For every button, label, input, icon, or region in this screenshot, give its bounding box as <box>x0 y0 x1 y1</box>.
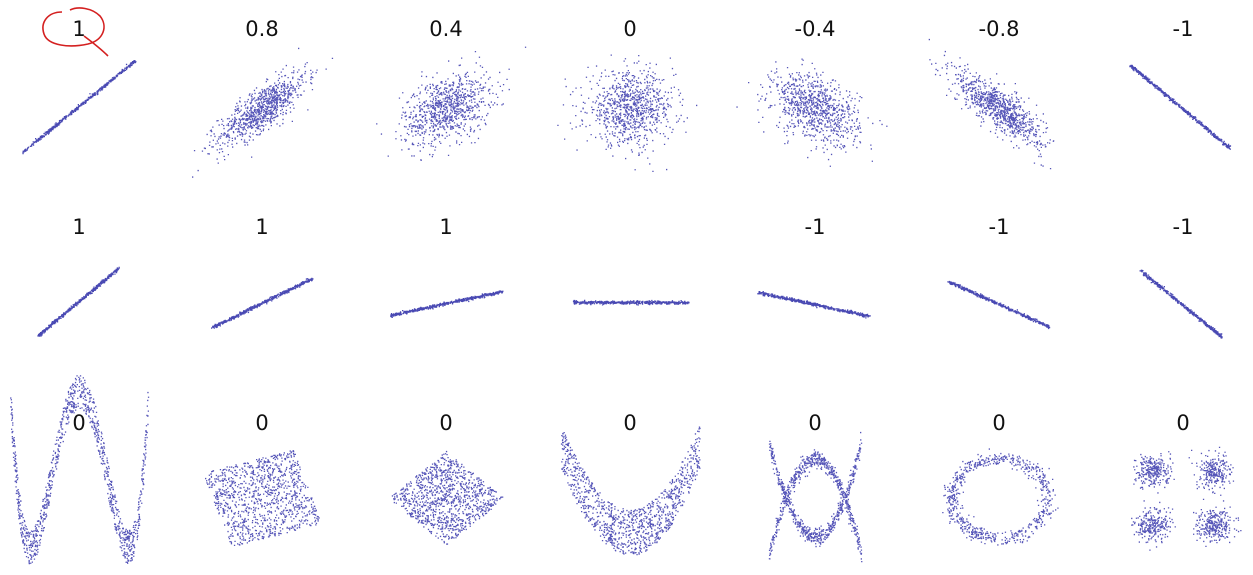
correlation-label: 0 <box>255 411 268 435</box>
correlation-label: 0 <box>72 411 85 435</box>
scatter-cloud <box>928 38 1055 170</box>
correlation-label: 0.4 <box>429 17 462 41</box>
scatter-cloud <box>376 46 527 161</box>
scatter-cloud <box>205 450 320 546</box>
correlation-label: -0.4 <box>795 17 836 41</box>
scatter-cloud <box>942 448 1059 546</box>
scatter-cloud <box>560 426 701 556</box>
correlation-label: 0 <box>808 411 821 435</box>
scatter-cloud <box>1131 446 1242 551</box>
scatter-line <box>572 299 690 306</box>
scatter-cloud <box>736 58 888 167</box>
correlation-label: 1 <box>255 215 268 239</box>
scatter-cloud <box>391 450 504 545</box>
correlation-label: 0 <box>1176 411 1189 435</box>
correlation-label: 1 <box>72 215 85 239</box>
scatter-line <box>211 277 314 329</box>
correlation-label: -0.8 <box>979 17 1020 41</box>
correlation-label: 0.8 <box>245 17 278 41</box>
scatter-cloud <box>557 54 698 172</box>
scatter-line <box>1139 269 1223 339</box>
scatter-line <box>22 60 137 155</box>
correlation-label: -1 <box>1173 215 1194 239</box>
correlation-label: -1 <box>805 215 826 239</box>
scatter-cloud <box>192 47 334 178</box>
scatter-line <box>390 290 504 318</box>
correlation-label: 0 <box>439 411 452 435</box>
scatter-cloud <box>10 375 150 565</box>
correlation-label: 0 <box>623 411 636 435</box>
correlation-label: 1 <box>72 17 85 41</box>
scatter-line <box>37 266 120 337</box>
scatter-cloud <box>768 431 863 563</box>
correlation-label: -1 <box>989 215 1010 239</box>
correlation-label: -1 <box>1173 17 1194 41</box>
correlation-label: 0 <box>992 411 1005 435</box>
scatter-line <box>947 280 1051 330</box>
scatter-line <box>757 291 871 319</box>
annotation-circle <box>42 7 109 57</box>
correlation-label: 1 <box>439 215 452 239</box>
scatter-line <box>1129 64 1232 150</box>
correlation-label: 0 <box>623 17 636 41</box>
